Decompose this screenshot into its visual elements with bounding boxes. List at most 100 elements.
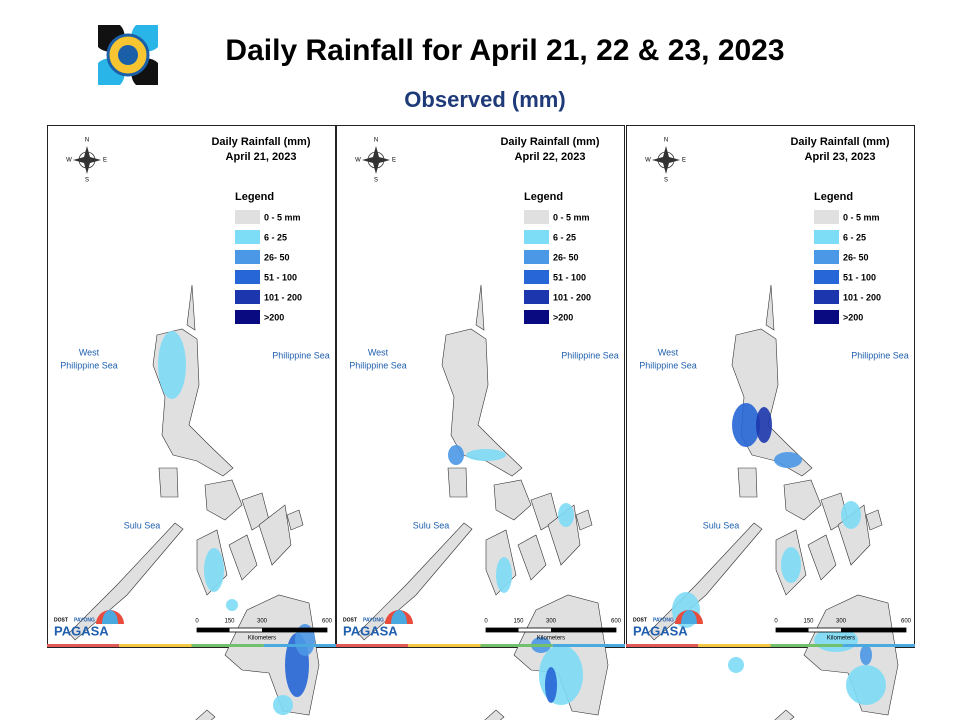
rainfall-area	[158, 331, 186, 399]
compass-rose	[362, 146, 390, 174]
landmass	[475, 284, 485, 331]
sea-label: Philippine Sea	[60, 360, 118, 370]
rainfall-area	[466, 449, 506, 461]
compass-rose	[652, 146, 680, 174]
logo-agency: DOST	[54, 617, 68, 623]
legend-swatch	[235, 230, 260, 244]
footer-stripe	[263, 644, 336, 647]
rainfall-area	[841, 501, 861, 529]
compass-ring	[78, 151, 96, 169]
sea-label: Philippine Sea	[272, 350, 330, 360]
scale-tick-label: 0	[774, 619, 778, 625]
scale-tick-label: 150	[803, 619, 814, 625]
legend-label: 6 - 25	[553, 232, 576, 242]
scale-tick-label: 150	[224, 619, 235, 625]
logo-agency: DOST	[343, 617, 357, 623]
logo-umbrella	[102, 610, 118, 624]
legend-label: 0 - 5 mm	[264, 212, 301, 222]
logo-name: PAGASA	[54, 623, 109, 638]
footer-stripe	[408, 644, 481, 647]
panel-date: April 22, 2023	[515, 151, 586, 163]
legend-swatch	[814, 230, 839, 244]
legend-label: 26- 50	[264, 252, 290, 262]
panel-date: April 21, 2023	[226, 151, 297, 163]
compass: N S E W	[645, 138, 686, 184]
panel-title: Daily Rainfall (mm)	[500, 136, 599, 148]
landmass	[204, 479, 243, 521]
landmass	[478, 709, 505, 725]
rainfall-area	[860, 645, 872, 665]
sea-label: Philippine Sea	[639, 360, 697, 370]
sea-label: West	[79, 347, 100, 357]
compass-letter: S	[374, 178, 378, 184]
legend-swatch	[235, 290, 260, 304]
sea-label: Sulu Sea	[703, 520, 740, 530]
scale-segment	[197, 628, 230, 632]
compass-letter: W	[645, 158, 651, 164]
landmass	[575, 509, 593, 531]
rainfall-area	[558, 503, 574, 527]
legend-label: 51 - 100	[553, 272, 586, 282]
legend-swatch	[814, 270, 839, 284]
rainfall-area	[496, 557, 512, 593]
rainfall-area	[204, 548, 224, 592]
scale-segment	[841, 628, 906, 632]
compass-ring	[367, 151, 385, 169]
compass-letter: N	[85, 138, 89, 144]
panel-title: Daily Rainfall (mm)	[211, 136, 310, 148]
logo	[98, 25, 158, 85]
scale-tick-label: 0	[484, 619, 488, 625]
legend-label: 101 - 200	[553, 292, 591, 302]
legend-swatch	[814, 290, 839, 304]
compass-letter: N	[664, 138, 668, 144]
logo-tag: PAYONG	[363, 617, 384, 623]
legend-label: 101 - 200	[843, 292, 881, 302]
subtitle: Observed (mm)	[404, 87, 565, 112]
logo-umbrella	[391, 610, 407, 624]
footer-stripe	[119, 644, 192, 647]
landmass	[258, 504, 292, 566]
map-panel: Daily Rainfall (mm) April 21, 2023 N S E W Leg…	[47, 125, 336, 725]
rainfall-area	[273, 695, 293, 715]
legend-swatch	[524, 250, 549, 264]
sea-label: Philippine Sea	[851, 350, 909, 360]
legend-swatch	[235, 310, 260, 324]
legend-swatch	[524, 310, 549, 324]
compass-letter: E	[392, 158, 396, 164]
compass-letter: S	[85, 178, 89, 184]
compass-ring	[657, 151, 675, 169]
scale-segment	[486, 628, 519, 632]
compass: N S E W	[355, 138, 396, 184]
legend-swatch	[814, 210, 839, 224]
scale-tick-label: 0	[195, 619, 199, 625]
footer-stripe	[47, 644, 120, 647]
sea-label: West	[658, 347, 679, 357]
legend-swatch	[235, 210, 260, 224]
landmass	[768, 709, 795, 725]
landmass	[783, 479, 822, 521]
rainfall-area	[781, 547, 801, 583]
scale-segment	[776, 628, 809, 632]
compass-letter: E	[682, 158, 686, 164]
scale-tick-label: 600	[901, 619, 912, 625]
legend-swatch	[235, 250, 260, 264]
compass-letter: E	[103, 158, 107, 164]
legend-label: 0 - 5 mm	[553, 212, 590, 222]
legend-swatch	[524, 210, 549, 224]
landmass	[447, 467, 468, 498]
scale-unit: Kilometers	[248, 636, 276, 642]
landmass	[517, 534, 547, 581]
footer-stripe	[480, 644, 553, 647]
scale-unit: Kilometers	[537, 636, 565, 642]
legend-title: Legend	[524, 191, 563, 203]
legend-label: 101 - 200	[264, 292, 302, 302]
logo-name: PAGASA	[633, 623, 688, 638]
legend-title: Legend	[235, 191, 274, 203]
scale-tick-label: 300	[546, 619, 557, 625]
scale-segment	[262, 628, 327, 632]
sea-label: Sulu Sea	[124, 520, 161, 530]
footer-stripe	[626, 644, 699, 647]
footer-stripe	[770, 644, 843, 647]
